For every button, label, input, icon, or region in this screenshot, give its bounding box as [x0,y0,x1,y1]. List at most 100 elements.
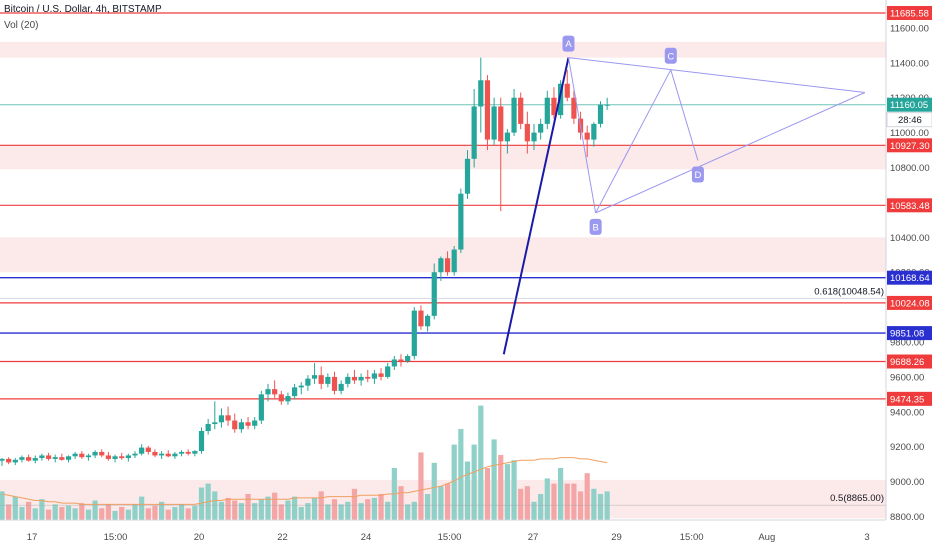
candles [0,57,610,466]
zone-1 [0,144,886,170]
volume-bar-65 [431,462,437,520]
volume-bar-82 [544,478,550,520]
candle-body-6 [39,455,45,459]
time-tick-5: 15:00 [438,532,462,543]
time-tick-1: 15:00 [104,532,128,543]
level-label-5: 10024.08 [890,298,930,309]
candle-body-88 [584,132,590,140]
volume-bar-57 [378,494,384,520]
volume-bar-2 [12,496,18,520]
level-label-3: 10583.48 [890,201,930,212]
candle-body-20 [132,453,138,456]
volume-bar-40 [265,496,271,520]
candle-body-2 [12,459,18,463]
volume-bar-42 [278,504,284,520]
volume-bar-51 [338,504,344,520]
candle-body-33 [218,415,225,423]
impulse-line [502,57,570,355]
volume-bar-19 [125,509,131,520]
candle-body-30 [198,431,205,452]
candle-body-82 [544,97,550,124]
volume-bar-9 [59,507,65,520]
candle-body-59 [391,359,397,367]
volume-bar-4 [26,501,32,520]
volume-bar-60 [398,486,404,520]
volume-bar-69 [458,429,464,520]
volume-bar-72 [478,405,484,520]
candle-body-62 [411,310,417,356]
volume-bar-74 [491,439,497,520]
candle-body-27 [178,451,185,454]
volume-ma-line [1,457,608,505]
candle-body-70 [464,158,471,194]
volume-bar-63 [418,452,424,520]
candle-body-11 [72,453,78,457]
level-label-bg-8 [887,391,932,406]
triangle-lower-line [595,92,866,214]
candle-body-14 [92,451,98,456]
volume-bar-41 [272,492,278,520]
candle-body-37 [245,422,251,426]
level-label-bg-7 [887,354,932,369]
candle-body-41 [272,389,278,395]
candle-body-45 [298,385,304,388]
chart-title: Bitcoin / U.S. Dollar, 4h, BITSTAMP [4,4,162,15]
volume-bar-58 [385,501,391,520]
candle-body-68 [451,249,457,273]
volume-bar-88 [584,473,590,520]
volume-bar-3 [19,507,25,520]
volume-bar-26 [172,507,178,520]
pattern-ab [567,57,597,213]
candle-body-75 [498,106,504,142]
candle-body-86 [571,97,577,119]
price-tick-0: 11600.00 [890,23,929,34]
candle-body-26 [172,453,178,457]
time-tick-2: 20 [194,532,205,543]
volume-bar-0 [0,491,5,520]
volume-bar-84 [558,468,564,520]
volume-bar-76 [504,464,510,520]
candle-body-19 [125,455,131,459]
volume-bar-33 [218,501,225,520]
candle-body-31 [205,424,211,432]
level-label-6: 9851.08 [890,329,924,340]
volume-bar-24 [159,501,165,520]
volume-bar-11 [72,508,78,520]
volume-bar-75 [498,455,504,520]
volume-bar-39 [258,499,264,520]
pattern-bc [595,69,672,214]
time-tick-4: 24 [361,532,372,543]
candle-body-55 [365,376,371,379]
candle-body-46 [305,378,311,386]
volume-bar-85 [564,483,570,520]
price-tick-5: 10400.00 [890,233,930,244]
candle-body-80 [531,132,537,142]
level-label-bg-3 [887,198,932,213]
volume-bar-30 [198,487,205,520]
volume-bar-56 [371,497,377,520]
candle-body-58 [385,366,391,377]
candle-body-22 [145,447,151,452]
candle-body-76 [504,132,510,142]
candle-body-79 [524,123,530,142]
volume-bar-36 [238,503,244,520]
volume-bar-86 [571,483,577,520]
candle-body-38 [252,420,258,426]
level-label-bg-1 [887,97,932,112]
countdown-bg [886,112,932,128]
volume-bar-48 [318,491,324,520]
candle-body-8 [52,457,58,459]
level-label-7: 9688.26 [890,357,924,368]
price-axis[interactable]: 11600.0011400.0011200.0011000.0010800.00… [885,0,932,550]
candle-body-3 [19,457,25,460]
level-label-2: 10927.30 [890,141,930,152]
candle-body-78 [518,97,524,124]
level-label-bg-6 [887,326,932,341]
pattern-cd [670,69,699,161]
level-label-bg-4 [887,270,932,285]
price-tick-3: 11000.00 [890,128,929,139]
candle-body-56 [371,373,377,379]
candle-body-32 [212,422,218,425]
